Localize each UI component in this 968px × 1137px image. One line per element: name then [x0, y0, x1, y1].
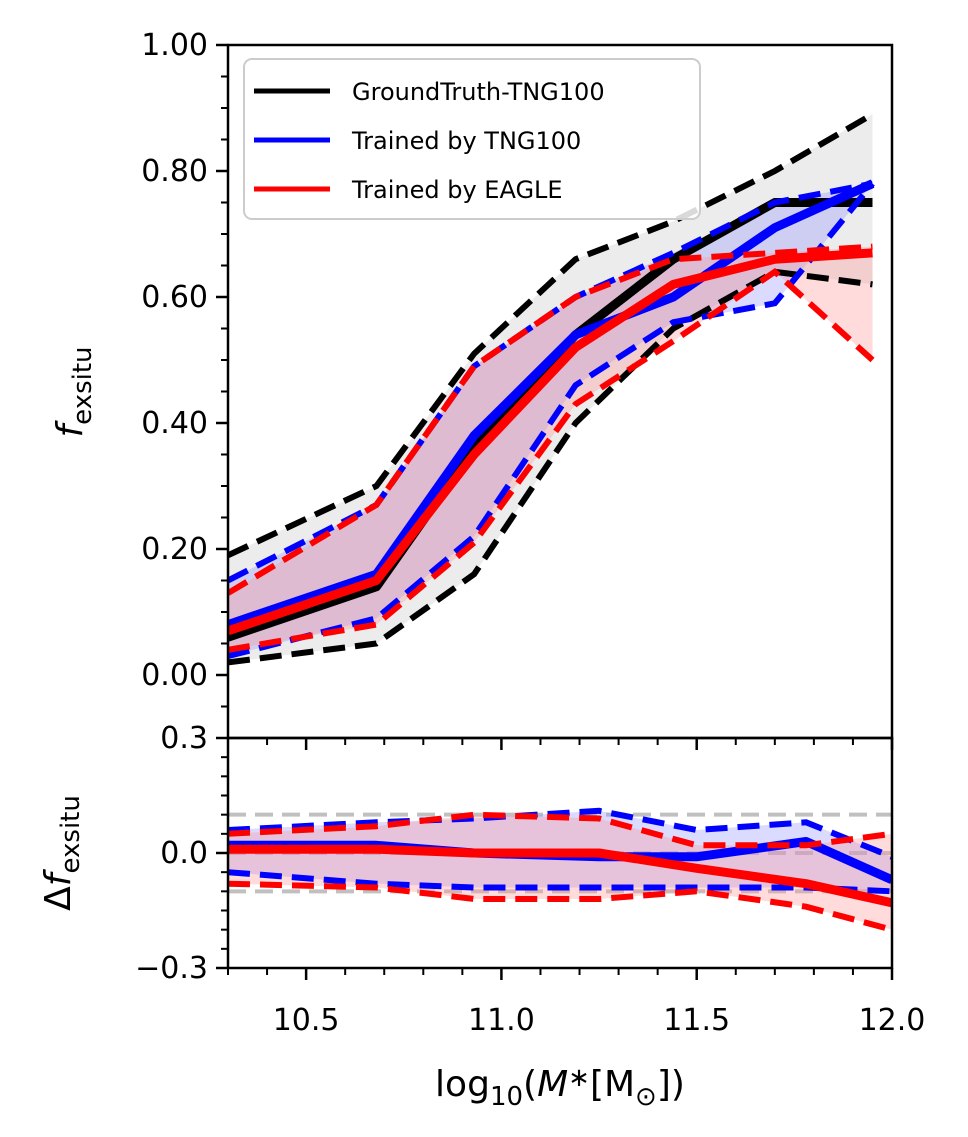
top-lower-line-trained-by-eagle [228, 267, 875, 653]
legend-label-trained-eagle: Trained by EAGLE [351, 176, 563, 204]
top-band-groundtruth-tng100 [228, 114, 873, 663]
bottom-y-tick-label: −0.3 [135, 951, 208, 986]
bottom-y-axis-label: Δfexsitu [38, 795, 86, 911]
legend-frame [243, 58, 701, 220]
bottom-x-axis: 10.5 11.0 11.5 12.0 [227, 968, 926, 1038]
x-tick-label: 10.5 [273, 1003, 340, 1038]
bottom-upper-line-trained-by-tng100 [228, 807, 892, 860]
x-tick-label: 11.5 [663, 1003, 730, 1038]
bottom-median-line-trained-by-eagle [228, 844, 892, 908]
legend: GroundTruth-TNG100 Trained by TNG100 Tra… [243, 58, 701, 220]
top-upper-line-trained-by-eagle [228, 243, 873, 596]
top-y-tick-label: 0.60 [141, 280, 208, 315]
top-y-tick-label: 0.20 [141, 532, 208, 567]
top-upper-line-groundtruth-tng100 [228, 111, 875, 559]
top-lines [228, 111, 875, 666]
top-y-axis: 0.00 0.20 0.40 0.60 0.80 1.00 [141, 28, 228, 708]
bottom-panel: −0.3 0.0 0.3 10.5 11.0 11.5 12.0 Δfexsitu log… [38, 721, 925, 1112]
top-lower-line-groundtruth-tng100 [228, 268, 873, 666]
top-y-tick-label: 0.00 [141, 658, 208, 693]
bottom-upper-line-trained-by-eagle [228, 811, 892, 849]
top-y-tick-label: 1.00 [141, 28, 208, 63]
bottom-lower-line-trained-by-eagle [228, 880, 892, 933]
bottom-y-tick-label: 0.0 [160, 836, 208, 871]
top-lower-line-trained-by-tng100 [228, 181, 875, 660]
x-tick-label: 11.0 [468, 1003, 535, 1038]
legend-label-trained-tng100: Trained by TNG100 [351, 127, 581, 155]
bottom-y-tick-label: 0.3 [160, 721, 208, 756]
x-tick-label: 12.0 [859, 1003, 926, 1038]
x-axis-label: log10(M∗[M⊙]) [435, 1063, 685, 1112]
top-x-minor-ticks [227, 738, 894, 750]
bottom-lines [228, 807, 892, 933]
legend-label-groundtruth: GroundTruth-TNG100 [352, 78, 605, 106]
top-y-tick-label: 0.80 [141, 154, 208, 189]
top-y-axis-label: fexsitu [50, 346, 98, 437]
top-panel: 0.00 0.20 0.40 0.60 0.80 1.00 GroundTruth-TNG… [50, 28, 894, 750]
bottom-y-axis: −0.3 0.0 0.3 [135, 721, 228, 986]
top-median-line-trained-by-eagle [228, 248, 873, 636]
top-y-tick-label: 0.40 [141, 406, 208, 441]
